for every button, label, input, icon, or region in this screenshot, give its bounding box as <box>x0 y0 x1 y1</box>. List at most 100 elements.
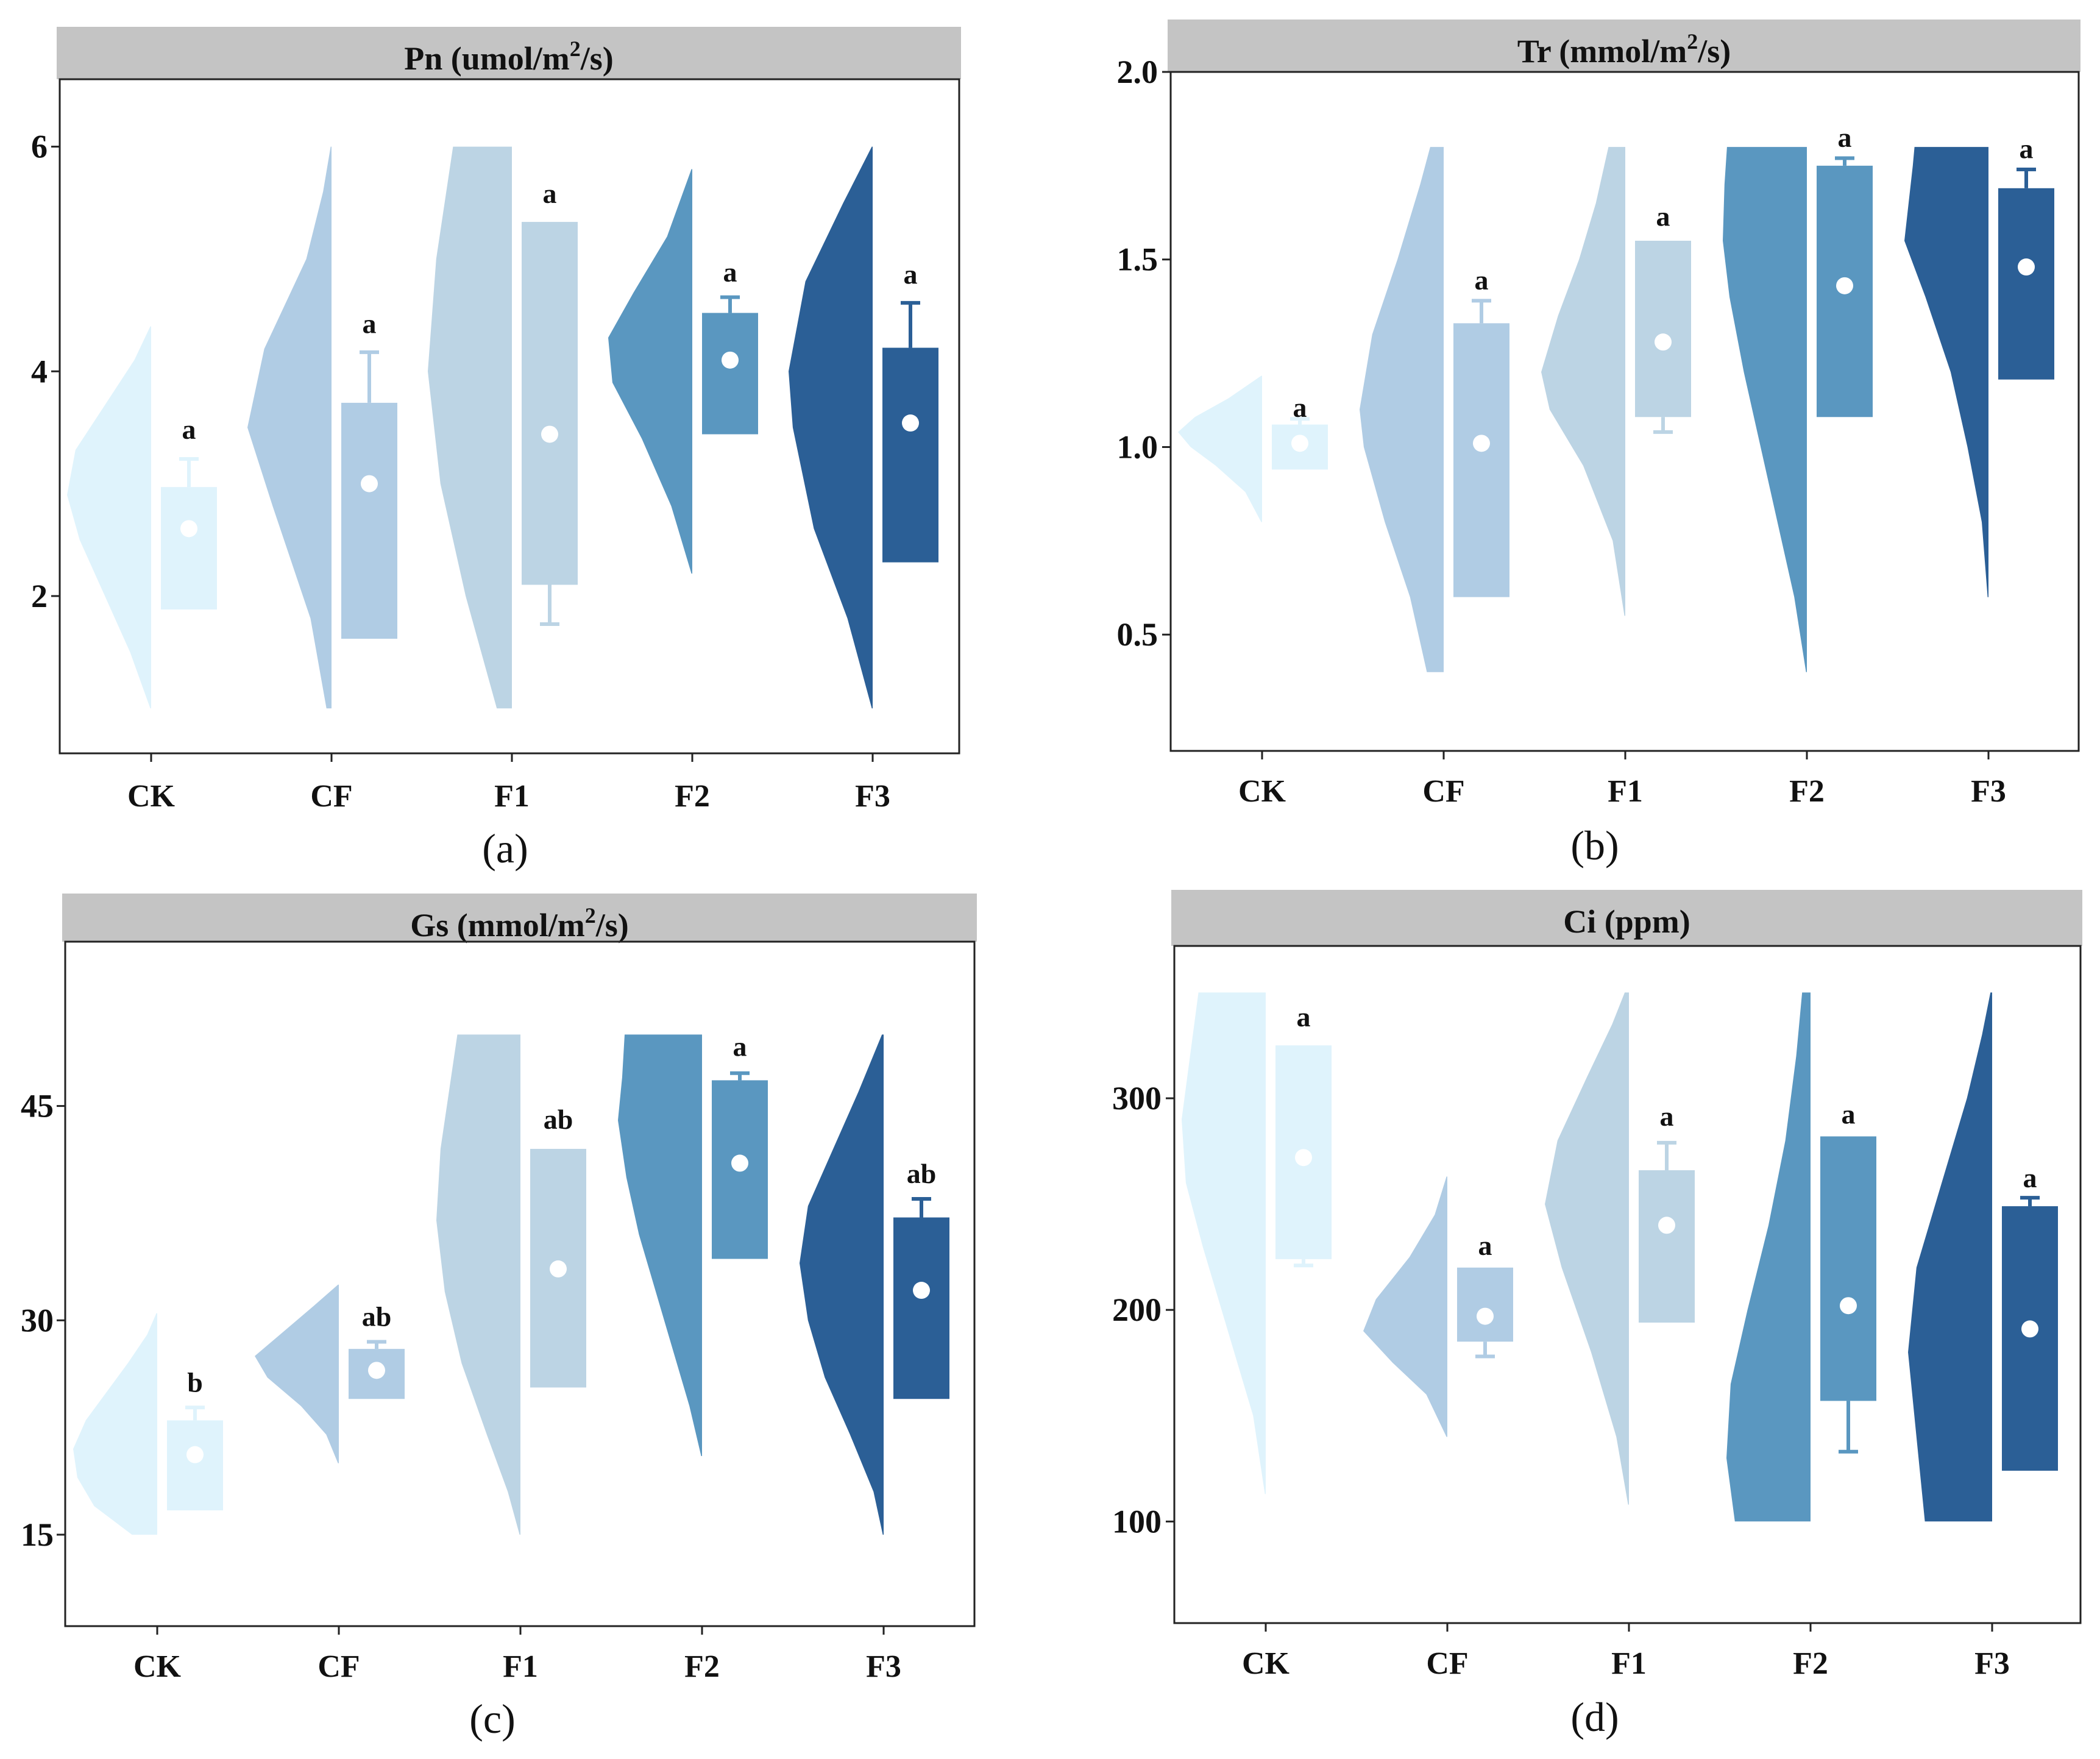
mean-point <box>1473 435 1490 452</box>
mean-point <box>180 520 197 538</box>
box-cf <box>341 402 397 639</box>
chart-title: Ci (ppm) <box>1563 903 1690 940</box>
x-tick-label: CK <box>1238 774 1286 809</box>
significance-letter: ab <box>544 1104 573 1135</box>
violin-f3 <box>1904 147 1988 597</box>
mean-point <box>1291 435 1308 452</box>
panel-label: (c) <box>469 1696 515 1742</box>
panel-label: (b) <box>1570 822 1619 869</box>
chart-title-main: Gs (mmol/m <box>410 907 584 943</box>
box-f2 <box>1820 1136 1876 1401</box>
panel-2: Tr (mmol/m2/s) 0.5 1.0 1.5 2.0 CK a CF a F1 a F2 a F3… <box>1117 20 2080 869</box>
mean-point <box>1295 1149 1312 1167</box>
mean-point <box>186 1446 204 1463</box>
violin-f3 <box>789 146 873 709</box>
chart-title-main: Pn (umol/m <box>404 40 570 77</box>
x-tick-label: CK <box>127 779 176 814</box>
box-f3 <box>1998 188 2054 380</box>
plot-frame <box>59 78 960 755</box>
chart-title-superscript: 2 <box>585 903 596 928</box>
mean-point <box>1655 333 1672 351</box>
y-tick-label: 1.5 <box>1117 241 1158 278</box>
mean-point <box>1658 1217 1675 1234</box>
significance-letter: a <box>1475 265 1489 296</box>
box-cf <box>1453 323 1509 597</box>
x-tick-label: F2 <box>1793 1646 1828 1681</box>
significance-letter: a <box>1842 1099 1856 1130</box>
mean-point <box>368 1362 385 1379</box>
x-tick-label: F2 <box>675 779 710 814</box>
significance-letter: a <box>182 414 196 445</box>
x-tick-label: CF <box>310 779 352 814</box>
significance-letter: a <box>363 308 377 339</box>
significance-letter: a <box>1660 1101 1674 1132</box>
box-f3 <box>882 347 938 563</box>
violin-cf <box>247 146 332 709</box>
violin-ck <box>67 326 151 709</box>
violin-f2 <box>1723 147 1807 672</box>
chart-title: Tr (mmol/m2/s) <box>1517 29 1731 69</box>
title-bar <box>1171 890 2082 946</box>
box-f3 <box>2002 1206 2058 1471</box>
violin-f1 <box>1545 992 1629 1505</box>
title-bar <box>1168 20 2080 72</box>
violin-f3 <box>1908 992 1992 1522</box>
violin-cf <box>1363 1176 1447 1437</box>
mean-point <box>541 425 558 443</box>
violin-cf <box>1360 147 1444 672</box>
significance-letter: a <box>1297 1001 1311 1032</box>
x-tick-label: F1 <box>494 779 530 814</box>
y-tick-label: 15 <box>21 1516 54 1553</box>
box-ck <box>161 487 217 610</box>
violin-ck <box>73 1313 157 1535</box>
x-tick-label: F1 <box>1608 774 1643 809</box>
significance-letter: a <box>723 257 737 288</box>
significance-letter: a <box>1656 201 1670 232</box>
significance-letter: a <box>2020 133 2034 165</box>
box-f3 <box>893 1217 949 1399</box>
panel-label: (a) <box>482 825 528 872</box>
significance-letter: b <box>187 1367 203 1398</box>
box-f1 <box>1639 1170 1695 1323</box>
x-tick-label: F3 <box>1974 1646 2010 1681</box>
x-tick-label: F3 <box>1971 774 2006 809</box>
mean-point <box>1840 1297 1857 1315</box>
violin-f2 <box>1726 992 1811 1522</box>
title-bar <box>62 894 977 942</box>
y-tick-label: 100 <box>1112 1503 1162 1540</box>
chart-title-superscript: 2 <box>570 37 581 61</box>
panel-label: (d) <box>1570 1694 1619 1740</box>
mean-point <box>2021 1320 2038 1338</box>
x-tick-label: F1 <box>1611 1646 1647 1681</box>
panel-4: Ci (ppm) 100 200 300 CK a CF a F1 a F2 a F3 a (d) <box>1112 890 2082 1740</box>
significance-letter: ab <box>907 1158 937 1189</box>
x-tick-label: CF <box>1426 1646 1468 1681</box>
chart-title-end: /s) <box>1697 33 1731 69</box>
mean-point <box>361 475 378 492</box>
y-tick-label: 6 <box>31 129 48 165</box>
chart-title-main: Ci (ppm) <box>1563 903 1690 940</box>
mean-point <box>2018 258 2035 276</box>
x-tick-label: CK <box>1242 1646 1290 1681</box>
chart-title-end: /s) <box>595 907 629 943</box>
y-tick-label: 45 <box>21 1088 54 1125</box>
mean-point <box>722 351 739 369</box>
plot-frame <box>1173 945 2082 1624</box>
significance-letter: a <box>1293 392 1307 423</box>
mean-point <box>550 1260 567 1277</box>
significance-letter: a <box>543 178 557 209</box>
y-tick-label: 1.0 <box>1117 428 1158 465</box>
violin-ck <box>1178 375 1262 522</box>
significance-letter: a <box>2023 1162 2037 1193</box>
chart-title-end: /s) <box>580 40 614 77</box>
mean-point <box>1836 277 1853 294</box>
violin-cf <box>255 1284 339 1463</box>
significance-letter: a <box>1838 122 1852 153</box>
x-tick-label: F2 <box>684 1649 720 1684</box>
x-tick-label: F2 <box>1789 774 1825 809</box>
mean-point <box>902 414 919 432</box>
x-tick-label: F3 <box>866 1649 901 1684</box>
y-tick-label: 2.0 <box>1117 54 1158 90</box>
x-tick-label: F3 <box>855 779 890 814</box>
